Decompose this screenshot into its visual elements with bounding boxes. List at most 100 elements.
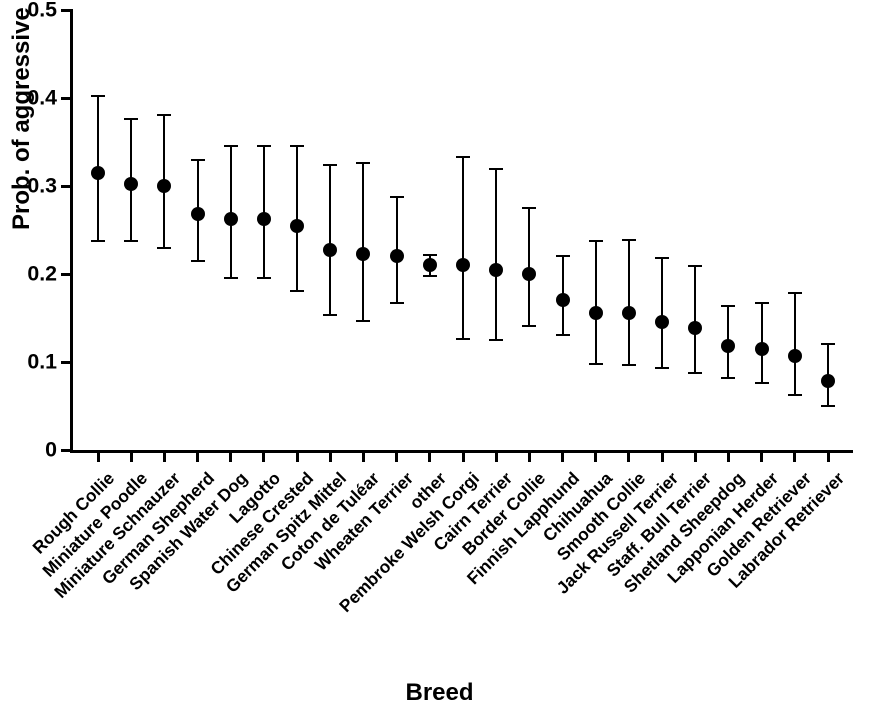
x-tick xyxy=(694,450,697,462)
x-tick xyxy=(196,450,199,462)
error-cap xyxy=(323,164,337,166)
error-bar xyxy=(462,157,464,339)
data-point xyxy=(821,374,835,388)
y-tick-label: 0.2 xyxy=(27,262,57,287)
error-cap xyxy=(821,343,835,345)
data-point xyxy=(157,179,171,193)
error-cap xyxy=(688,372,702,374)
x-tick xyxy=(97,450,100,462)
error-cap xyxy=(157,114,171,116)
error-cap xyxy=(356,320,370,322)
error-cap xyxy=(257,277,271,279)
x-tick xyxy=(229,450,232,462)
data-point xyxy=(323,243,337,257)
y-tick xyxy=(61,97,73,100)
data-point xyxy=(290,219,304,233)
data-point xyxy=(390,249,404,263)
error-cap xyxy=(788,394,802,396)
data-point xyxy=(423,258,437,272)
error-cap xyxy=(456,156,470,158)
error-cap xyxy=(721,377,735,379)
data-point xyxy=(589,306,603,320)
x-tick xyxy=(362,450,365,462)
x-tick xyxy=(661,450,664,462)
error-cap xyxy=(755,302,769,304)
data-point xyxy=(522,267,536,281)
y-tick xyxy=(61,273,73,276)
x-tick xyxy=(163,450,166,462)
x-tick xyxy=(793,450,796,462)
error-cap xyxy=(124,118,138,120)
error-cap xyxy=(91,240,105,242)
data-point xyxy=(788,349,802,363)
error-cap xyxy=(257,145,271,147)
error-bar xyxy=(362,163,364,321)
data-point xyxy=(356,247,370,261)
error-cap xyxy=(522,325,536,327)
y-tick-label: 0.3 xyxy=(27,174,57,199)
data-point xyxy=(191,207,205,221)
x-tick xyxy=(727,450,730,462)
x-tick xyxy=(594,450,597,462)
data-point xyxy=(456,258,470,272)
error-cap xyxy=(589,240,603,242)
error-cap xyxy=(390,302,404,304)
error-cap xyxy=(821,405,835,407)
x-axis-label: Breed xyxy=(0,679,879,707)
x-tick xyxy=(462,450,465,462)
data-point xyxy=(124,177,138,191)
data-point xyxy=(556,293,570,307)
error-cap xyxy=(323,314,337,316)
error-cap xyxy=(157,247,171,249)
error-cap xyxy=(423,254,437,256)
error-cap xyxy=(788,292,802,294)
error-cap xyxy=(191,260,205,262)
data-point xyxy=(224,212,238,226)
x-tick xyxy=(627,450,630,462)
error-cap xyxy=(556,334,570,336)
error-cap xyxy=(721,305,735,307)
error-cap xyxy=(224,145,238,147)
y-tick-label: 0.5 xyxy=(27,0,57,23)
x-tick xyxy=(130,450,133,462)
error-bar xyxy=(661,258,663,368)
error-cap xyxy=(390,196,404,198)
error-bar xyxy=(595,241,597,364)
error-bar xyxy=(495,169,497,340)
error-cap xyxy=(622,364,636,366)
x-tick xyxy=(329,450,332,462)
error-cap xyxy=(356,162,370,164)
x-tick xyxy=(296,450,299,462)
error-cap xyxy=(290,145,304,147)
error-cap xyxy=(489,168,503,170)
error-cap xyxy=(191,159,205,161)
x-tick xyxy=(528,450,531,462)
y-tick xyxy=(61,185,73,188)
data-point xyxy=(721,339,735,353)
error-bar xyxy=(628,240,630,365)
error-cap xyxy=(556,255,570,257)
y-tick-label: 0.1 xyxy=(27,350,57,375)
error-bar xyxy=(794,293,796,394)
error-cap xyxy=(522,207,536,209)
error-cap xyxy=(124,240,138,242)
y-tick xyxy=(61,449,73,452)
error-cap xyxy=(755,382,769,384)
error-cap xyxy=(589,363,603,365)
y-tick-label: 0 xyxy=(45,438,57,463)
x-tick xyxy=(827,450,830,462)
plot-area: 00.10.20.30.40.5Rough CollieMiniature Po… xyxy=(70,10,853,453)
error-cap xyxy=(423,275,437,277)
chart-container: Prob. of aggressive behaviour Breed 00.1… xyxy=(0,0,879,719)
data-point xyxy=(688,321,702,335)
error-cap xyxy=(91,95,105,97)
data-point xyxy=(755,342,769,356)
error-cap xyxy=(655,257,669,259)
error-cap xyxy=(655,367,669,369)
data-point xyxy=(91,166,105,180)
data-point xyxy=(257,212,271,226)
error-bar xyxy=(694,266,696,372)
error-bar xyxy=(329,165,331,315)
error-cap xyxy=(224,277,238,279)
error-cap xyxy=(489,339,503,341)
